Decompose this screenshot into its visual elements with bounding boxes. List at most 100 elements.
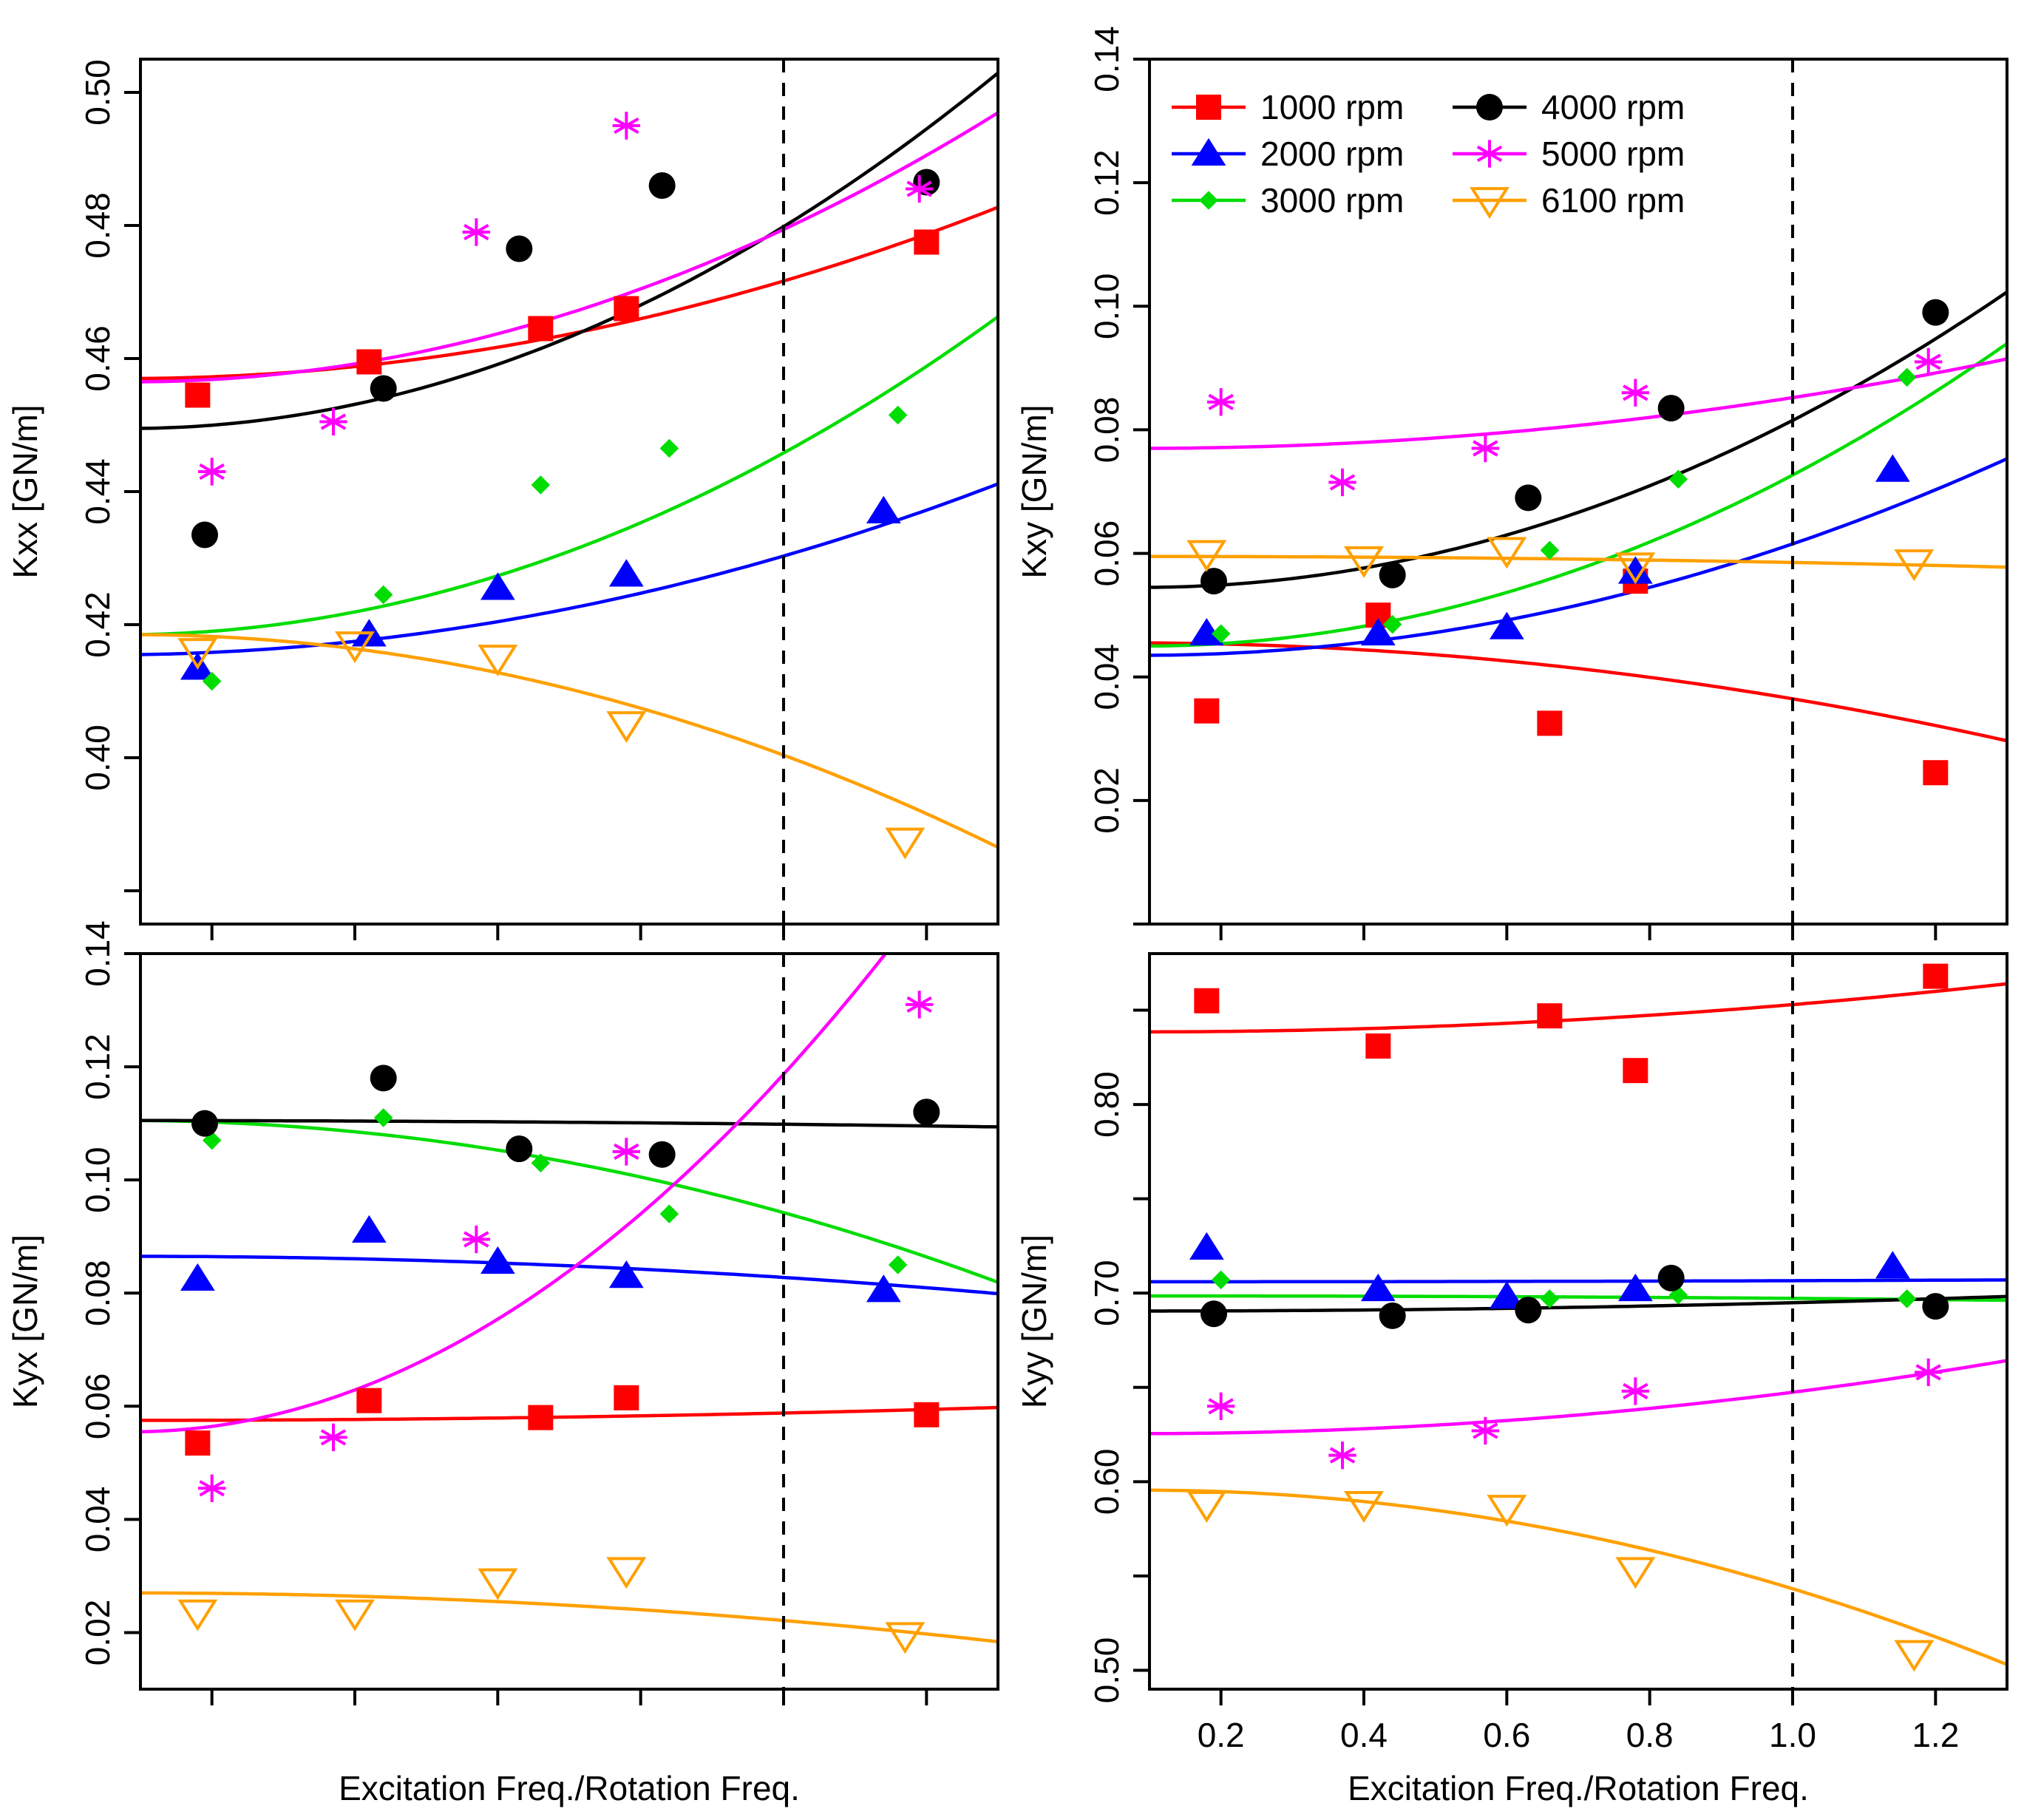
point-1000-rpm <box>1194 988 1220 1013</box>
point-4000-rpm <box>1379 561 1406 588</box>
point-1000-rpm <box>1537 710 1563 736</box>
point-2000-rpm <box>608 559 644 587</box>
point-6100-rpm <box>1894 1640 1935 1672</box>
panel-kyy: 0.2 0.4 0.6 0.8 1.0 1.2 0.50 0.60 0.70 0.80 Kyy [G… <box>1015 952 2008 1807</box>
y-tick-label: 0.12 <box>1087 149 1126 216</box>
y-tick-label: 0.14 <box>1087 26 1126 92</box>
legend-label: 3000 rpm <box>1260 181 1404 220</box>
point-4000-rpm <box>648 172 676 199</box>
point-5000-rpm <box>1328 468 1356 497</box>
point-5000-rpm <box>197 1474 226 1502</box>
point-6100-rpm <box>177 1599 218 1631</box>
data-points <box>1186 299 1949 786</box>
legend-item-1000-rpm: 1000 rpm <box>1172 88 1404 126</box>
point-1000-rpm <box>185 1430 211 1456</box>
point-2000-rpm <box>480 572 515 600</box>
fit-line-1000-rpm <box>140 1405 998 1422</box>
point-1000-rpm <box>1365 1033 1391 1059</box>
point-4000-rpm <box>1515 484 1542 512</box>
fit-curves <box>1149 982 2007 1666</box>
point-5000-rpm <box>1621 1377 1650 1405</box>
fit-line-2000-rpm <box>1149 1278 2007 1284</box>
point-6100-rpm <box>335 631 375 664</box>
y-tick-label: 0.14 <box>78 920 117 987</box>
fit-line-3000-rpm <box>140 1118 998 1284</box>
point-4000-rpm <box>506 235 533 262</box>
point-4000-rpm <box>1657 395 1685 422</box>
y-tick-label: 0.12 <box>78 1033 117 1100</box>
y-axis-label: Kxy [GN/m] <box>1015 404 1053 578</box>
fit-line-1000-rpm <box>1149 641 2007 743</box>
x-tick-label: 0.6 <box>1483 1716 1530 1754</box>
point-3000-rpm <box>373 585 393 605</box>
point-2000-rpm <box>608 1260 644 1288</box>
plot-frame <box>1148 58 2008 926</box>
y-tick-label: 0.06 <box>1087 520 1126 587</box>
fit-line-6100-rpm <box>140 633 998 849</box>
point-4000-rpm <box>1657 1264 1685 1291</box>
point-2000-rpm <box>866 1274 901 1303</box>
point-6100-rpm <box>1344 1491 1384 1523</box>
fit-line-5000-rpm <box>140 954 888 1434</box>
point-1000-rpm <box>914 1402 940 1427</box>
y-axis-label: Kxx [GN/m] <box>6 404 44 578</box>
point-2000-rpm <box>180 1263 215 1291</box>
panel-kyx: 0.02 0.04 0.06 0.08 0.10 0.12 0.14 Kyx [GN/m] Ex… <box>6 920 999 1807</box>
point-3000-rpm <box>659 438 679 458</box>
point-1000-rpm <box>1623 1058 1648 1084</box>
x-tick-label: 1.2 <box>1912 1716 1959 1754</box>
fit-line-6100-rpm <box>1149 1488 2007 1666</box>
point-1000-rpm <box>1537 1003 1563 1029</box>
legend-marker <box>1475 140 1504 168</box>
point-3000-rpm <box>531 475 551 495</box>
point-6100-rpm <box>478 1568 518 1600</box>
point-5000-rpm <box>197 458 226 486</box>
plot-frame <box>1148 952 2008 1691</box>
point-5000-rpm <box>612 112 641 140</box>
panel-kxx: 0.40 0.42 0.44 0.46 0.48 0.50 Kxx [GN/m] <box>6 58 999 940</box>
point-5000-rpm <box>905 991 934 1019</box>
point-6100-rpm <box>335 1599 375 1631</box>
point-2000-rpm <box>351 1215 387 1243</box>
point-5000-rpm <box>1914 1358 1943 1387</box>
fit-line-2000-rpm <box>140 1254 998 1296</box>
point-2000-rpm <box>1617 1273 1653 1302</box>
legend-marker <box>1199 191 1218 210</box>
point-2000-rpm <box>1875 1251 1910 1279</box>
point-6100-rpm <box>1487 537 1527 569</box>
fit-line-4000-rpm <box>140 1118 998 1129</box>
point-5000-rpm <box>905 174 934 203</box>
x-axis-label: Excitation Freq./Rotation Freq. <box>339 1769 800 1807</box>
y-tick-label: 0.50 <box>1087 1637 1126 1704</box>
point-4000-rpm <box>1379 1302 1406 1329</box>
point-4000-rpm <box>506 1135 533 1163</box>
point-1000-rpm <box>1923 760 1949 786</box>
legend-marker <box>1196 95 1221 120</box>
point-2000-rpm <box>1189 1232 1224 1260</box>
point-3000-rpm <box>202 671 222 691</box>
point-1000-rpm <box>1194 698 1220 724</box>
point-6100-rpm <box>1615 552 1656 585</box>
fit-line-2000-rpm <box>140 482 998 656</box>
legend-marker <box>1470 187 1509 220</box>
legend-item-2000-rpm: 2000 rpm <box>1172 135 1404 173</box>
y-tick-label: 0.70 <box>1087 1260 1126 1326</box>
point-2000-rpm <box>1189 617 1224 646</box>
point-4000-rpm <box>1922 1293 1949 1320</box>
point-6100-rpm <box>1487 1495 1527 1527</box>
point-3000-rpm <box>888 1255 908 1274</box>
y-tick-label: 0.46 <box>78 325 117 392</box>
point-3000-rpm <box>1540 1289 1560 1308</box>
y-tick-label: 0.50 <box>78 59 117 126</box>
point-3000-rpm <box>1540 540 1560 560</box>
legend-marker <box>1191 137 1226 166</box>
point-2000-rpm <box>1489 611 1524 639</box>
point-6100-rpm <box>606 711 647 744</box>
point-5000-rpm <box>1621 378 1650 407</box>
y-tick-label: 0.02 <box>1087 767 1126 834</box>
point-4000-rpm <box>370 1065 397 1092</box>
plot-frame <box>139 58 999 926</box>
point-6100-rpm <box>1186 540 1227 572</box>
point-1000-rpm <box>914 229 940 255</box>
